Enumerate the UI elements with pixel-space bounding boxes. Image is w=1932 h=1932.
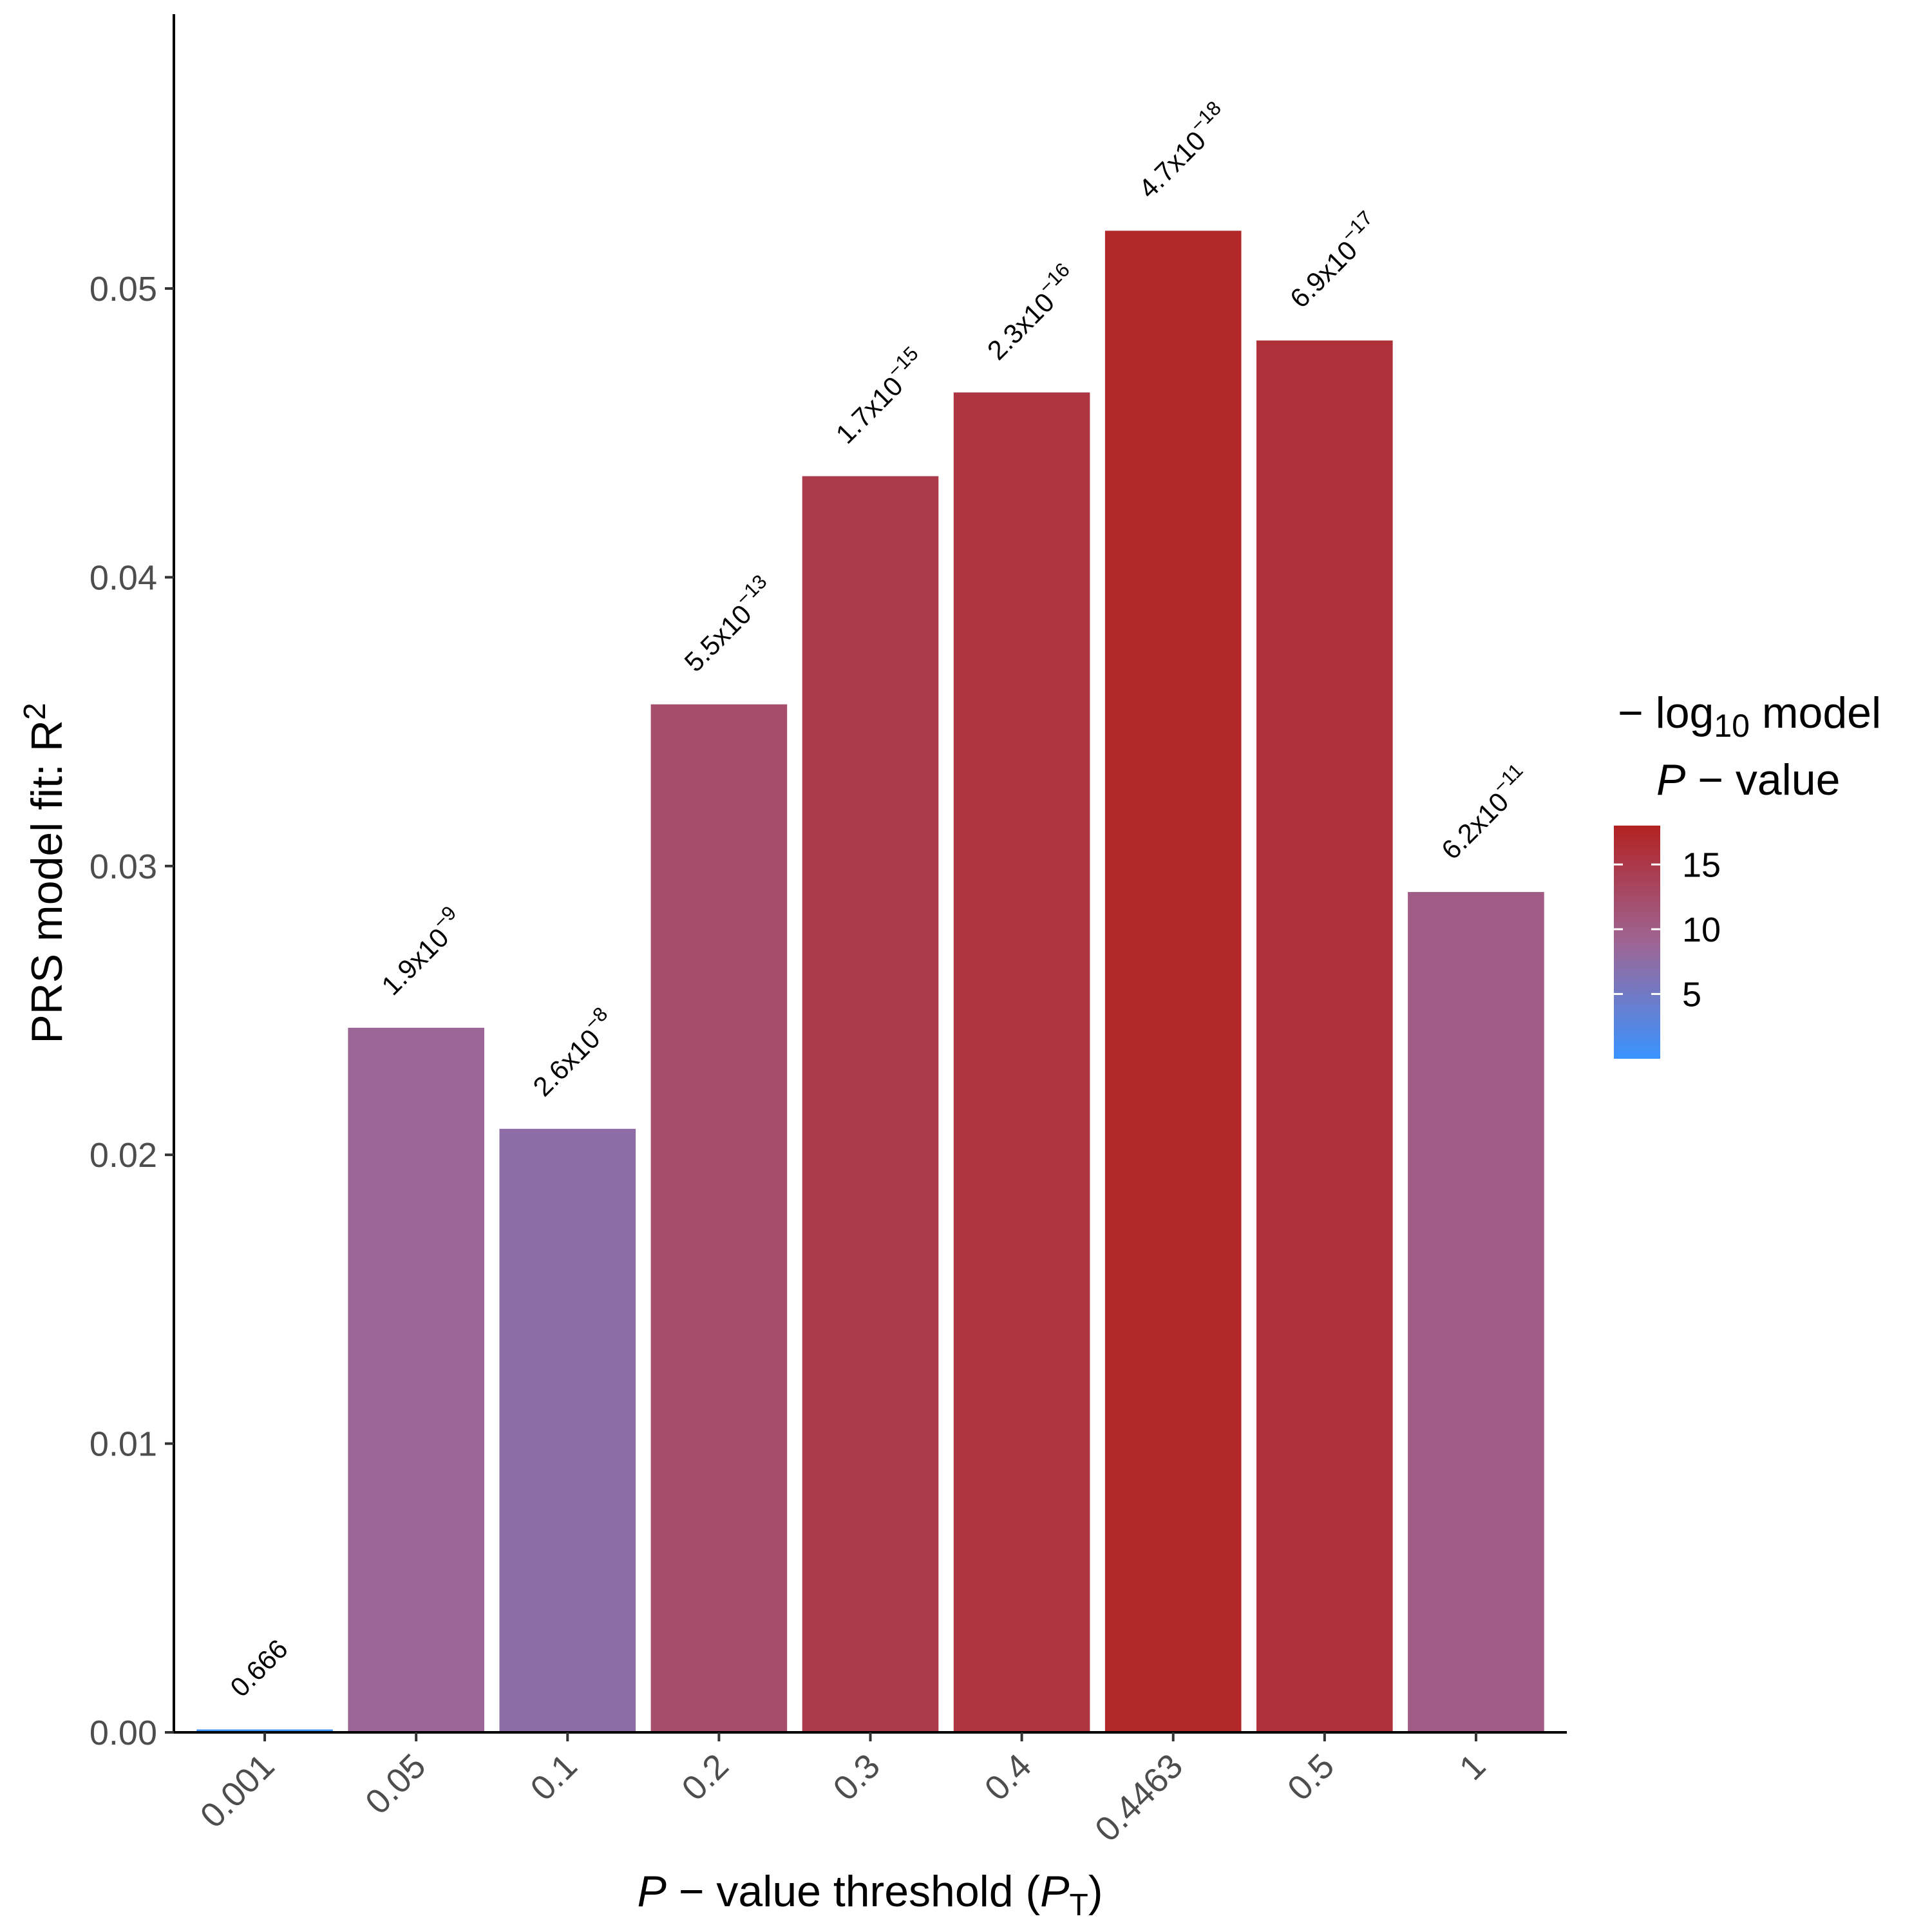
x-tick-label: 0.1 (523, 1747, 585, 1808)
bar-label-1: 6.2x10−11 (1431, 759, 1537, 865)
x-tick-label: 0.2 (674, 1747, 736, 1808)
x-tick-label: 0.05 (358, 1747, 433, 1822)
bar-0.4463 (1104, 231, 1242, 1732)
x-tick-label: 0.5 (1280, 1747, 1342, 1808)
x-tick-label: 0.4463 (1088, 1747, 1190, 1849)
legend-tick-label: 15 (1682, 846, 1721, 884)
legend: − log10 model P − value 5 10 15 (1614, 688, 1881, 1059)
bar-label-0.3: 1.7x10−15 (826, 342, 933, 450)
y-tick-label: 0.04 (90, 558, 157, 597)
x-ticks-group: 0.001 0.05 0.1 0.2 0.3 0.4 0.4463 0.5 1 (193, 1732, 1493, 1849)
bar-1 (1408, 892, 1544, 1732)
x-tick-label: 1 (1452, 1747, 1493, 1788)
bar-0.4 (953, 392, 1090, 1733)
bar-0.05 (348, 1027, 484, 1732)
legend-title-line2: P − value (1656, 755, 1840, 804)
bar-0.001 (196, 1729, 333, 1732)
y-tick-label: 0.03 (90, 848, 157, 886)
legend-colorbar (1614, 826, 1660, 1059)
y-tick-label: 0.00 (90, 1714, 157, 1752)
bar-0.2 (650, 704, 788, 1732)
x-axis-title: P − value threshold (PT) (638, 1867, 1103, 1922)
bar-label-0.5: 6.9x10−17 (1280, 206, 1387, 314)
legend-tick-label: 10 (1682, 911, 1721, 949)
x-tick-label: 0.3 (826, 1747, 887, 1808)
legend-ticks-group: 5 10 15 (1614, 846, 1721, 1014)
y-tick-label: 0.02 (90, 1136, 157, 1175)
y-tick-label: 0.05 (90, 270, 157, 308)
bar-label-0.4463: 4.7x10−18 (1128, 97, 1236, 204)
bar-label-0.001: 0.666 (224, 1633, 294, 1703)
bar-0.5 (1256, 340, 1393, 1733)
x-tick-label: 0.4 (978, 1747, 1039, 1808)
legend-title-line1: − log10 model (1618, 688, 1881, 744)
bar-label-0.05: 1.9x10−9 (371, 902, 470, 1001)
bar-0.3 (802, 476, 939, 1732)
y-tick-label: 0.01 (90, 1425, 157, 1464)
bar-label-0.2: 5.5x10−13 (674, 570, 781, 677)
bars-group (196, 231, 1544, 1733)
x-tick-label: 0.001 (193, 1747, 282, 1835)
bar-label-0.1: 2.6x10−8 (522, 1003, 621, 1102)
bar-0.1 (499, 1128, 636, 1732)
y-ticks-group: 0.00 0.01 0.02 0.03 0.04 0.05 (90, 270, 174, 1752)
legend-tick-label: 5 (1682, 975, 1701, 1014)
bar-label-0.4: 2.3x10−16 (977, 258, 1084, 366)
y-axis-title: PRS model fit: R2 (18, 703, 71, 1043)
